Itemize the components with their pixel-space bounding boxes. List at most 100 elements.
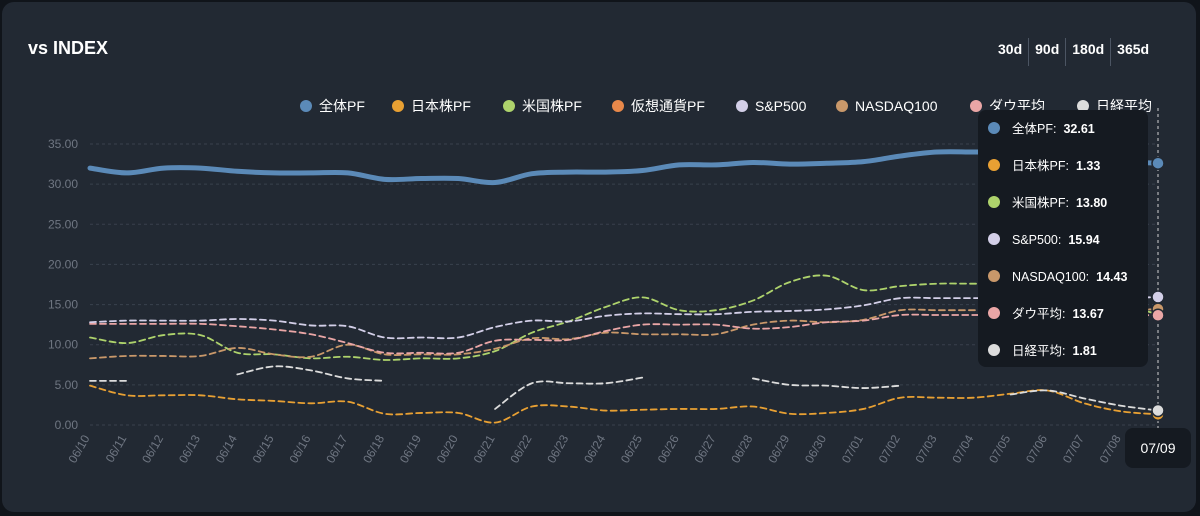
x-tick-label: 06/16 [286,432,313,465]
x-tick-label: 06/13 [176,432,203,465]
legend-marker [300,100,312,112]
legend-item: NASDAQ100 [836,98,938,114]
legend-item: 米国株PF [503,98,582,114]
legend-item: 全体PF [300,98,365,114]
tooltip-marker [988,307,1000,319]
series-line-5 [89,308,1159,360]
x-tick-label: 07/01 [839,432,866,465]
legend-marker [836,100,848,112]
x-tick-label: 06/27 [692,432,719,465]
range-30d-button[interactable]: 30d [992,38,1030,66]
x-tick-label: 06/12 [139,432,166,465]
y-tick-label: 10.00 [48,338,78,352]
legend-label: 全体PF [319,98,365,114]
tooltip-row: S&P500: 15.94 [988,233,1100,247]
legend-item: S&P500 [736,98,807,114]
hover-date-badge: 07/09 [1125,428,1191,468]
x-tick-label: 06/26 [655,432,682,465]
series-line-6 [89,313,1159,355]
chart-title: vs INDEX [28,38,109,58]
tooltip-label: 米国株PF: [1012,195,1069,210]
range-365d-button[interactable]: 365d [1117,41,1150,57]
hover-point-0 [1151,156,1165,170]
x-tick-label: 06/28 [728,432,755,465]
tooltip-value: 1.33 [1076,159,1100,173]
series-line-0 [87,149,1161,186]
tooltip-label: 全体PF: [1012,121,1056,136]
legend-label: NASDAQ100 [855,98,938,114]
hover-point-6 [1151,308,1165,322]
hover-point-7 [1151,403,1165,418]
tooltip-value: 13.80 [1076,196,1107,210]
x-tick-label: 06/18 [360,432,387,465]
tooltip-value: 32.61 [1063,122,1094,136]
tooltip-value: 14.43 [1096,270,1127,284]
range-180d-button[interactable]: 180d [1066,38,1112,66]
tooltip-label: ダウ平均: [1012,306,1065,321]
legend-marker [736,100,748,112]
tooltip-row: 米国株PF: 13.80 [988,195,1107,210]
x-tick-label: 07/07 [1060,432,1087,465]
y-tick-label: 20.00 [48,257,78,271]
y-axis: 35.00 30.00 25.00 20.00 15.00 10.00 5.00 0.00 [48,137,78,432]
tooltip-panel [978,110,1148,367]
legend-item: 仮想通貨PF [612,98,705,114]
hover-point-4 [1151,290,1165,304]
series-line-7 [236,365,386,382]
x-tick-label: 06/15 [250,432,277,465]
tooltip-label: 日経平均: [1012,344,1065,358]
y-tick-label: 5.00 [55,378,79,392]
x-tick-label: 06/10 [65,432,92,465]
x-tick-label: 07/08 [1097,432,1124,465]
hover-marker [1151,108,1165,428]
tooltip-label: 日本株PF: [1012,158,1069,173]
legend-label: 仮想通貨PF [631,98,705,114]
series-line-7 [1009,389,1159,412]
tooltip-label: NASDAQ100: [1012,270,1089,284]
tooltip-value: 13.67 [1072,307,1103,321]
range-90d-button[interactable]: 90d [1029,38,1067,66]
tooltip-row: 日経平均: 1.81 [988,344,1097,358]
range-selector: 30d 90d 180d 365d [992,38,1155,66]
legend-label: S&P500 [755,98,807,114]
tooltip-row: 日本株PF: 1.33 [988,158,1100,173]
x-tick-label: 06/11 [103,432,130,465]
legend: 全体PF 日本株PF 米国株PF 仮想通貨PF S&P500 NASDAQ100 ダウ平均日… [300,98,1152,114]
x-tick-label: 06/23 [544,432,571,465]
legend-marker [612,100,624,112]
series-line-7 [751,377,902,389]
y-tick-label: 25.00 [48,217,78,231]
series-line-1 [89,384,1159,424]
tooltip-marker [988,270,1000,282]
x-axis: 06/10 06/11 06/12 06/13 06/14 06/15 06/16 06/17… [65,432,1160,465]
x-tick-label: 06/14 [213,432,240,465]
tooltip-row: 全体PF: 32.61 [988,121,1095,136]
x-tick-label: 07/03 [912,432,939,465]
legend-marker [503,100,515,112]
legend-label: 日本株PF [411,98,471,114]
legend-item: 日本株PF [392,98,471,114]
tooltip-marker [988,196,1000,208]
y-tick-label: 15.00 [48,298,78,312]
tooltip-label: S&P500: [1012,233,1061,247]
legend-label: 米国株PF [522,98,582,114]
x-tick-label: 06/25 [618,432,645,465]
tooltip-marker [988,122,1000,134]
legend-marker [970,100,982,112]
y-tick-label: 30.00 [48,177,78,191]
x-tick-label: 07/02 [876,432,903,465]
x-tick-label: 06/19 [397,432,424,465]
tooltip-marker [988,233,1000,245]
series-line-4 [89,296,1159,340]
series-lines [87,149,1161,424]
tooltip-value: 15.94 [1068,233,1099,247]
tooltip-row: ダウ平均: 13.67 [988,306,1104,321]
x-tick-label: 06/20 [434,432,461,465]
series-line-7 [494,376,644,410]
x-tick-label: 06/29 [765,432,792,465]
x-tick-label: 07/06 [1023,432,1050,465]
tooltip-row: NASDAQ100: 14.43 [988,270,1127,284]
y-tick-label: 35.00 [48,137,78,151]
tooltip-marker [988,344,1000,356]
x-tick-label: 06/22 [507,432,534,465]
